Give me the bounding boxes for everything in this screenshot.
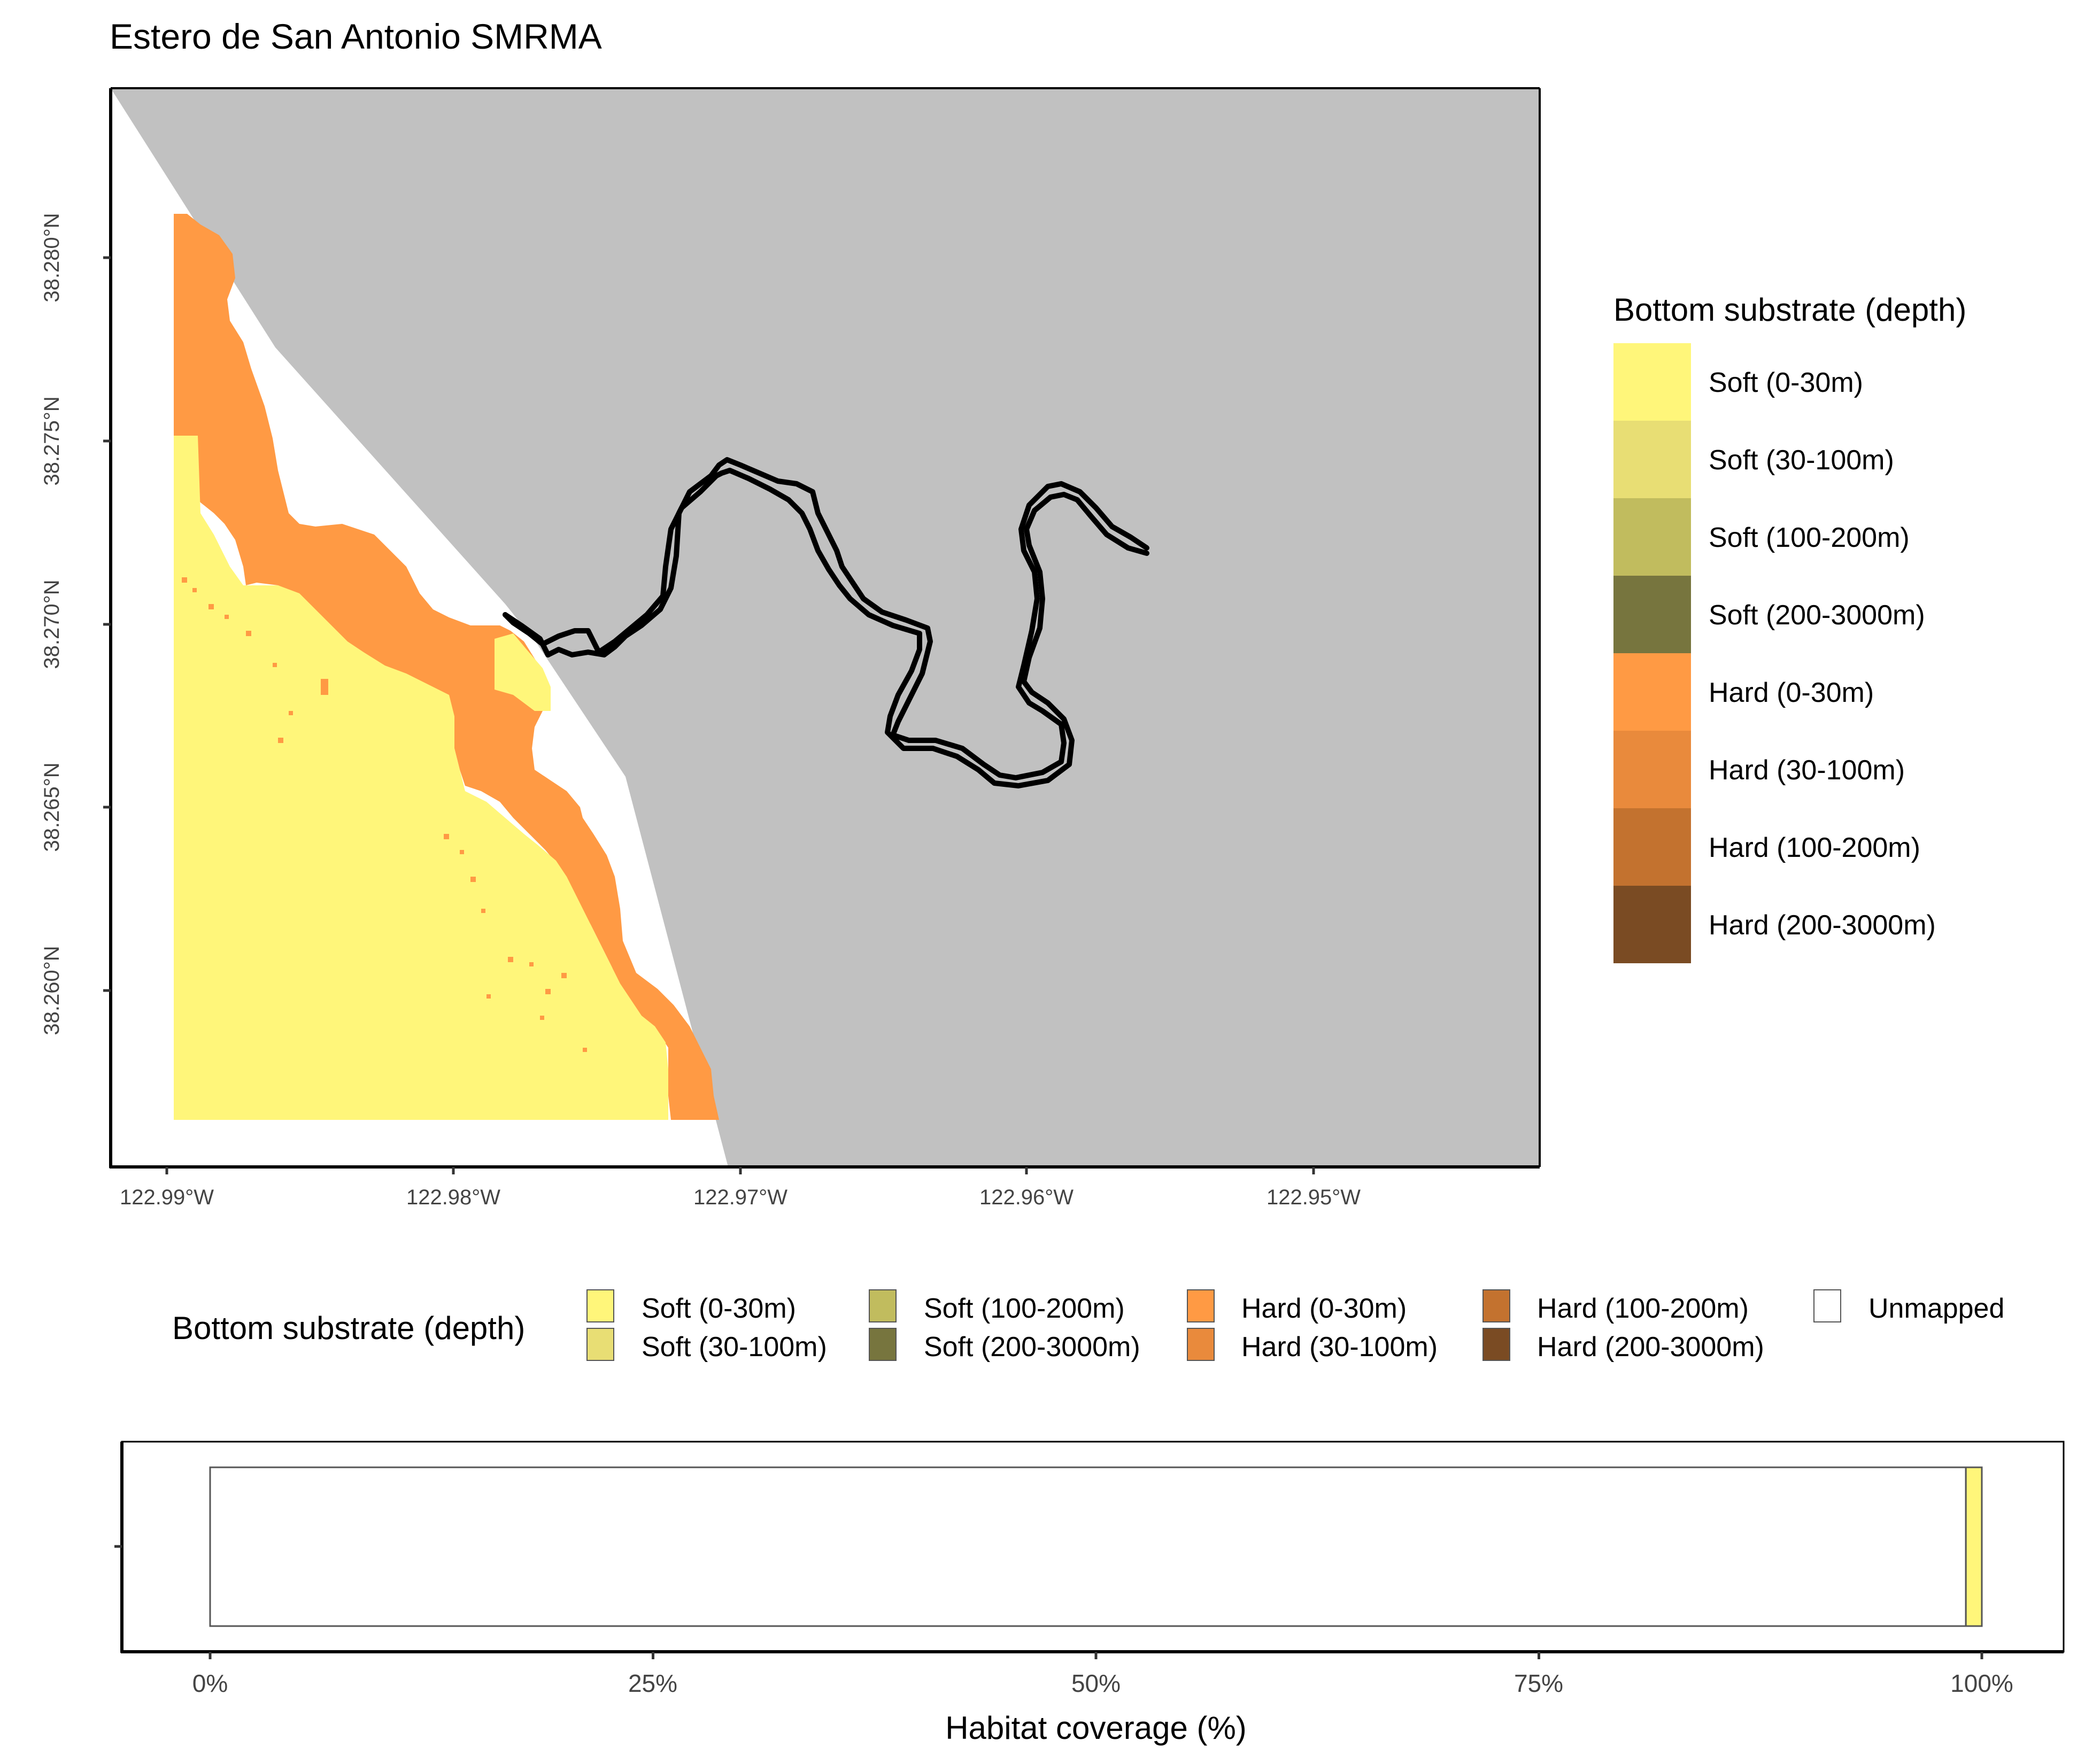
legend-swatch [586,1289,614,1322]
legend-label: Hard (0-30m) [1241,1293,1407,1324]
map-title: Estero de San Antonio SMRMA [110,17,602,56]
legend-swatch [1187,1289,1215,1322]
legend-swatch [1613,343,1691,421]
legend-swatch [1482,1289,1510,1322]
legend-swatch [1613,653,1691,731]
legend-swatch [1482,1328,1510,1361]
legend-label: Hard (100-200m) [1537,1293,1749,1324]
coverage-x-label: Habitat coverage (%) [945,1710,1247,1746]
legend-swatch [1613,886,1691,963]
legend-swatch [1613,731,1691,808]
legend-label: Hard (100-200m) [1709,832,1920,863]
legend-label: Soft (30-100m) [642,1332,827,1363]
coverage-x-ticks [208,1652,1983,1659]
coverage-x-tick-label: 100% [1950,1669,2013,1697]
legend-label: Soft (0-30m) [642,1293,796,1324]
legend-label: Soft (0-30m) [1709,367,1863,398]
legend-swatch [869,1289,897,1322]
coverage-bar-soft-0-30m [1965,1466,1983,1627]
legend-swatch [869,1328,897,1361]
legend-swatch [1813,1289,1841,1322]
legend-label: Soft (100-200m) [924,1293,1125,1324]
legend-label: Soft (200-3000m) [1709,600,1925,631]
legend-label: Soft (100-200m) [1709,522,1910,553]
map-x-tick-label: 122.97°W [693,1186,788,1209]
map-x-tick-label: 122.96°W [979,1186,1074,1209]
coverage-x-tick-label: 0% [192,1669,228,1697]
map-x-tick-label: 122.95°W [1266,1186,1361,1209]
legend-swatch [586,1328,614,1361]
bottom-legend-title: Bottom substrate (depth) [172,1310,526,1346]
right-legend-title: Bottom substrate (depth) [1613,292,1967,328]
legend-label: Unmapped [1868,1293,2005,1324]
soft-substrate-area [174,436,668,1120]
legend-label: Hard (0-30m) [1709,677,1874,708]
hard-substrate-area [174,214,719,1120]
hard-speckles [182,577,587,1052]
legend-swatch [1187,1328,1215,1361]
legend-label: Hard (200-3000m) [1537,1332,1764,1363]
coverage-x-tick-label: 25% [628,1669,678,1697]
smrma-boundary [503,457,1149,788]
land-area [111,88,1540,1167]
coverage-bar-unmapped [209,1466,1967,1627]
legend-label: Hard (30-100m) [1709,755,1905,786]
soft-substrate-mouth [495,633,551,711]
legend-swatch [1613,576,1691,653]
map-panel [103,87,1541,1174]
map-x-tick-label: 122.98°W [406,1186,501,1209]
legend-label: Soft (30-100m) [1709,445,1894,476]
coverage-x-tick-label: 75% [1513,1669,1564,1697]
legend-label: Hard (30-100m) [1241,1332,1438,1363]
coverage-bars [209,1466,1983,1627]
legend-label: Soft (200-3000m) [924,1332,1140,1363]
coverage-x-tick-label: 50% [1071,1669,1121,1697]
map-x-tick-label: 122.99°W [119,1186,214,1209]
legend-label: Hard (200-3000m) [1709,910,1936,941]
legend-swatch [1613,808,1691,886]
legend-swatch [1613,421,1691,498]
legend-swatch [1613,498,1691,576]
